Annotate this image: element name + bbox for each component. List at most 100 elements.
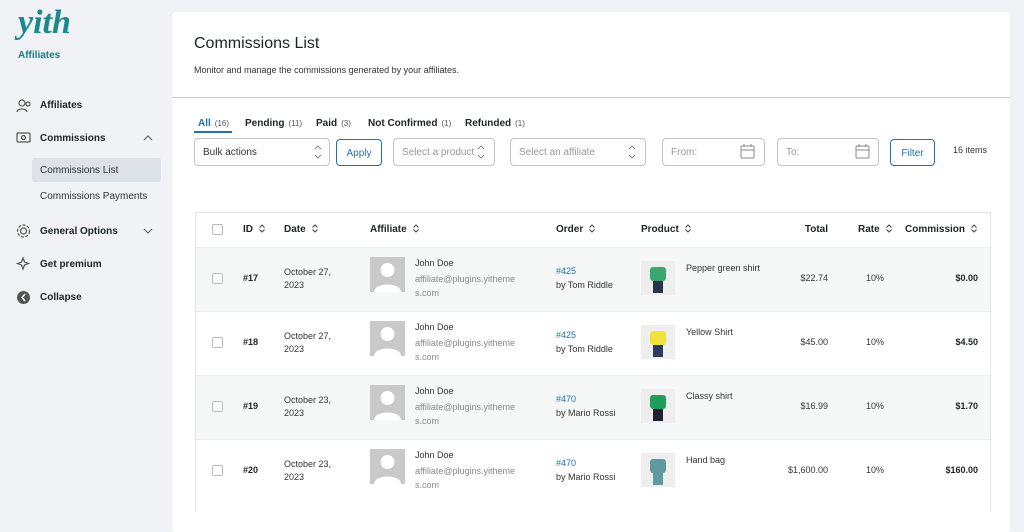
affiliate-email: affiliate@plugins.yithemes.com xyxy=(415,338,516,362)
column-label: Total xyxy=(804,224,828,235)
rate: 10% xyxy=(866,401,885,411)
tab[interactable]: Pending (11) xyxy=(245,118,302,129)
to-label: To: xyxy=(786,147,800,158)
date: October 27, 2023 xyxy=(284,267,332,290)
checkbox[interactable] xyxy=(212,465,223,476)
tab[interactable]: Paid (3) xyxy=(316,118,351,129)
product-name: Pepper green shirt xyxy=(686,263,761,273)
checkbox[interactable] xyxy=(212,224,223,235)
avatar-silhouette xyxy=(374,327,401,356)
tab-count: (3) xyxy=(341,119,351,128)
order-link[interactable]: #425 xyxy=(556,330,577,340)
column-header[interactable]: ID xyxy=(243,224,266,235)
commission: $1.70 xyxy=(955,401,978,411)
menu-item[interactable]: Collapse xyxy=(40,292,82,303)
table-row: #19 October 23, 2023 John Doe affiliate@plu… xyxy=(196,375,990,439)
tab-label: Not Confirmed xyxy=(368,118,438,129)
column-header[interactable]: Rate xyxy=(858,224,893,235)
date: October 23, 2023 xyxy=(284,395,332,418)
tab-underline xyxy=(194,131,232,133)
menu-icons xyxy=(16,99,31,304)
commissions-table: ID Date Affiliate Order Product Total Rate Comm… xyxy=(195,212,991,512)
column-label: Rate xyxy=(858,224,880,235)
sort-icon xyxy=(885,224,892,233)
bulk-label: Bulk actions xyxy=(203,147,257,158)
product-thumbnail xyxy=(641,389,675,423)
menu-item[interactable]: General Options xyxy=(40,226,118,237)
tab-count: (16) xyxy=(214,119,230,128)
tab-label: Refunded xyxy=(465,118,512,129)
column-header[interactable]: Commission xyxy=(905,224,978,235)
rate: 10% xyxy=(866,337,885,347)
affiliate-name: John Doe xyxy=(415,450,454,460)
product-select[interactable]: Select a product xyxy=(393,138,495,166)
product-name: Hand bag xyxy=(686,455,726,465)
total: $1,600.00 xyxy=(787,465,828,475)
commission-id: #18 xyxy=(243,337,259,347)
submenu-item[interactable]: Commissions List xyxy=(40,165,119,176)
apply-button[interactable]: Apply xyxy=(336,139,382,166)
tab[interactable]: Not Confirmed (1) xyxy=(368,118,451,129)
items-count: 16 items xyxy=(953,145,988,155)
table-row: #18 October 27, 2023 John Doe affiliate@plu… xyxy=(196,311,990,375)
checkbox[interactable] xyxy=(212,273,223,284)
product-thumbnail xyxy=(641,261,675,295)
order-customer: by Tom Riddle xyxy=(556,280,613,290)
avatar-silhouette xyxy=(374,455,401,484)
to-date[interactable]: To: xyxy=(777,138,879,166)
total: $16.99 xyxy=(800,401,828,411)
avatar xyxy=(370,257,405,292)
sort-icon xyxy=(684,224,691,233)
column-header[interactable]: Date xyxy=(284,224,319,235)
active-highlight xyxy=(32,158,161,182)
total: $45.00 xyxy=(800,337,828,347)
menu-item[interactable]: Affiliates xyxy=(40,100,83,111)
tab-label: All xyxy=(198,118,211,129)
from-date[interactable]: From: xyxy=(662,138,765,166)
tab[interactable]: All (16) xyxy=(198,118,229,129)
column-header[interactable]: Order xyxy=(556,224,596,235)
chevron-up xyxy=(143,135,153,141)
column-header[interactable]: Affiliate xyxy=(370,224,420,235)
commission-id: #17 xyxy=(243,273,259,283)
affiliate-email: affiliate@plugins.yithemes.com xyxy=(415,402,516,426)
chevron-down xyxy=(143,228,153,234)
sort-icon xyxy=(311,224,318,233)
commission: $160.00 xyxy=(945,465,978,475)
sort-icon xyxy=(971,224,977,233)
rate: 10% xyxy=(866,465,885,475)
sort-icon xyxy=(412,224,419,233)
affiliate-name: John Doe xyxy=(415,258,454,268)
commission: $4.50 xyxy=(955,337,978,347)
affiliate-email: affiliate@plugins.yithemes.com xyxy=(415,466,516,490)
avatar xyxy=(370,385,405,420)
menu-item[interactable]: Get premium xyxy=(40,259,102,270)
product-name: Yellow Shirt xyxy=(686,327,733,337)
bulk-select[interactable]: Bulk actions xyxy=(194,138,330,166)
tab-label: Paid xyxy=(316,118,338,129)
order-link[interactable]: #470 xyxy=(556,394,577,404)
product-image xyxy=(650,459,666,485)
order-link[interactable]: #470 xyxy=(556,458,577,468)
affiliate-placeholder: Select an affiliate xyxy=(519,147,595,158)
tab[interactable]: Refunded (1) xyxy=(465,118,525,129)
checkbox[interactable] xyxy=(212,337,223,348)
commission: $0.00 xyxy=(955,273,978,283)
commission-id: #19 xyxy=(243,401,259,411)
logo: yith xyxy=(18,4,71,41)
checkbox[interactable] xyxy=(212,401,223,412)
column-label: Order xyxy=(556,224,584,235)
affiliate-email: affiliate@plugins.yithemes.com xyxy=(415,274,516,298)
submenu-item[interactable]: Commissions Payments xyxy=(40,191,148,202)
column-header[interactable]: Product xyxy=(641,224,692,235)
sort-icon xyxy=(589,224,596,233)
product-image xyxy=(650,331,666,357)
order-link[interactable]: #425 xyxy=(556,266,577,276)
avatar-silhouette xyxy=(374,263,401,292)
affiliate-name: John Doe xyxy=(415,322,454,332)
order-customer: by Mario Rossi xyxy=(556,472,616,482)
menu-item[interactable]: Commissions xyxy=(40,133,106,144)
filter-button[interactable]: Filter xyxy=(890,139,935,166)
affiliate-select[interactable]: Select an affiliate xyxy=(510,138,646,166)
tab-label: Pending xyxy=(245,118,285,129)
